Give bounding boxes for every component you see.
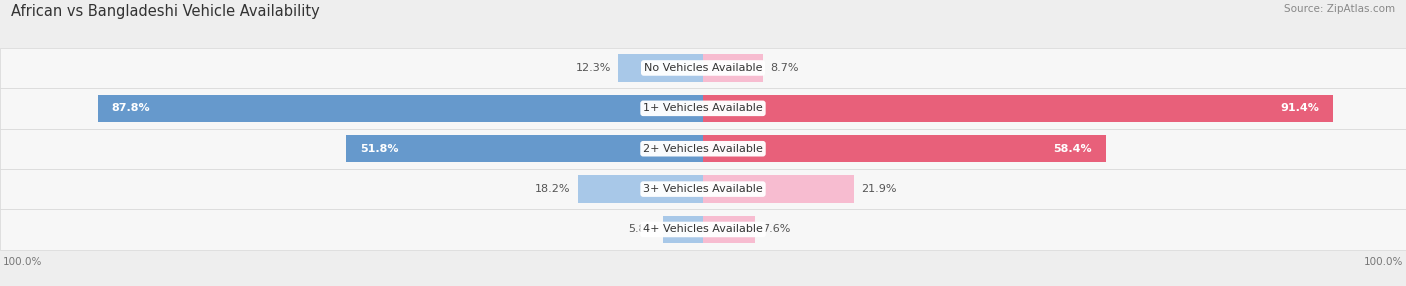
- Text: 7.6%: 7.6%: [762, 225, 790, 235]
- Bar: [0, 48, 1406, 88]
- Bar: [703, 95, 1333, 122]
- Text: 8.7%: 8.7%: [770, 63, 799, 73]
- Bar: [346, 135, 703, 162]
- Bar: [703, 135, 1105, 162]
- Text: No Vehicles Available: No Vehicles Available: [644, 63, 762, 73]
- Text: 12.3%: 12.3%: [576, 63, 612, 73]
- Bar: [703, 216, 755, 243]
- Bar: [0, 128, 1406, 169]
- Bar: [98, 95, 703, 122]
- Text: 58.4%: 58.4%: [1053, 144, 1091, 154]
- Text: 100.0%: 100.0%: [1364, 257, 1403, 267]
- Bar: [0, 169, 1406, 209]
- Bar: [619, 54, 703, 82]
- Text: Source: ZipAtlas.com: Source: ZipAtlas.com: [1284, 4, 1395, 14]
- Text: 87.8%: 87.8%: [111, 103, 150, 113]
- Text: 2+ Vehicles Available: 2+ Vehicles Available: [643, 144, 763, 154]
- Text: 100.0%: 100.0%: [3, 257, 42, 267]
- Bar: [664, 216, 703, 243]
- Text: 18.2%: 18.2%: [536, 184, 571, 194]
- Text: 5.8%: 5.8%: [627, 225, 657, 235]
- Text: 3+ Vehicles Available: 3+ Vehicles Available: [643, 184, 763, 194]
- Text: 4+ Vehicles Available: 4+ Vehicles Available: [643, 225, 763, 235]
- Text: African vs Bangladeshi Vehicle Availability: African vs Bangladeshi Vehicle Availabil…: [11, 4, 321, 19]
- Text: 21.9%: 21.9%: [860, 184, 897, 194]
- Text: 1+ Vehicles Available: 1+ Vehicles Available: [643, 103, 763, 113]
- Bar: [578, 175, 703, 203]
- Bar: [0, 209, 1406, 250]
- Text: 51.8%: 51.8%: [360, 144, 398, 154]
- Bar: [0, 88, 1406, 128]
- Text: 91.4%: 91.4%: [1281, 103, 1319, 113]
- Bar: [703, 175, 853, 203]
- Bar: [703, 54, 763, 82]
